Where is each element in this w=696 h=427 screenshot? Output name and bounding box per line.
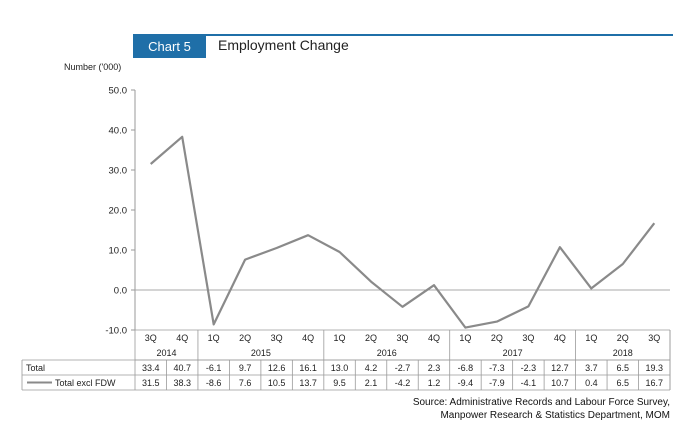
table-cell-value: 2.1 bbox=[365, 378, 378, 388]
table-cell-value: 40.7 bbox=[173, 363, 191, 373]
table-cell-value: 19.3 bbox=[645, 363, 663, 373]
y-axis-label: Number ('000) bbox=[64, 62, 122, 72]
quarter-label: 4Q bbox=[428, 333, 440, 343]
quarter-label: 2Q bbox=[365, 333, 377, 343]
table-cell-value: 33.4 bbox=[142, 363, 160, 373]
table-cell-value: -7.3 bbox=[489, 363, 505, 373]
table-cell-value: 12.6 bbox=[268, 363, 286, 373]
quarter-label: 3Q bbox=[396, 333, 408, 343]
quarter-label: 4Q bbox=[554, 333, 566, 343]
quarter-label: 4Q bbox=[302, 333, 314, 343]
table-cell-value: -4.1 bbox=[521, 378, 537, 388]
quarter-label: 3Q bbox=[648, 333, 660, 343]
year-label: 2016 bbox=[377, 348, 397, 358]
table-cell-value: -8.6 bbox=[206, 378, 222, 388]
quarter-label: 3Q bbox=[145, 333, 157, 343]
y-tick-label: 0.0 bbox=[114, 286, 127, 297]
table-cell-value: 0.4 bbox=[585, 378, 598, 388]
y-tick-label: -10.0 bbox=[105, 326, 127, 337]
y-tick-label: 10.0 bbox=[109, 246, 128, 257]
year-label: 2015 bbox=[251, 348, 271, 358]
table-cell-value: -4.2 bbox=[395, 378, 411, 388]
quarter-label: 1Q bbox=[208, 333, 220, 343]
quarter-label: 3Q bbox=[522, 333, 534, 343]
table-cell-value: -6.8 bbox=[458, 363, 474, 373]
year-label: 2018 bbox=[613, 348, 633, 358]
quarter-label: 2Q bbox=[491, 333, 503, 343]
table-cell-value: 16.1 bbox=[299, 363, 317, 373]
series-line-total-excl-fdw bbox=[149, 135, 656, 329]
table-cell-value: 6.5 bbox=[617, 378, 630, 388]
table-cell-value: -2.7 bbox=[395, 363, 411, 373]
table-cell-value: -9.4 bbox=[458, 378, 474, 388]
table-cell-value: 10.7 bbox=[551, 378, 569, 388]
axes bbox=[134, 90, 670, 330]
table-cell-value: 13.7 bbox=[299, 378, 317, 388]
series-line-layer bbox=[149, 135, 656, 329]
chart-number-badge: Chart 5 bbox=[133, 34, 206, 58]
table-cell-value: 9.7 bbox=[239, 363, 252, 373]
table-cell-value: 10.5 bbox=[268, 378, 286, 388]
quarter-label: 1Q bbox=[459, 333, 471, 343]
row-label-total-excl-fdw: Total excl FDW bbox=[55, 378, 116, 388]
source-line-2: Manpower Research & Statistics Departmen… bbox=[440, 410, 670, 421]
source-note: Source: Administrative Records and Labou… bbox=[413, 396, 670, 422]
quarter-label: 4Q bbox=[176, 333, 188, 343]
table-cell-value: 13.0 bbox=[331, 363, 349, 373]
table-cell-value: -2.3 bbox=[521, 363, 537, 373]
year-label: 2014 bbox=[156, 348, 176, 358]
header-rule bbox=[133, 34, 673, 36]
y-tick-label: 30.0 bbox=[109, 166, 128, 177]
row-label-total: Total bbox=[26, 363, 45, 373]
table-cell-value: 6.5 bbox=[617, 363, 630, 373]
table-cell-value: -7.9 bbox=[489, 378, 505, 388]
quarter-label: 3Q bbox=[271, 333, 283, 343]
y-tick-label: 20.0 bbox=[109, 206, 128, 217]
table-cell-value: 12.7 bbox=[551, 363, 569, 373]
quarter-label: 1Q bbox=[585, 333, 597, 343]
y-ticks: 50.0 40.0 30.0 20.0 10.0 0.0 -10.0 bbox=[105, 86, 135, 337]
quarter-label: 2Q bbox=[239, 333, 251, 343]
table-cell-value: 38.3 bbox=[173, 378, 191, 388]
y-tick-label: 50.0 bbox=[109, 86, 128, 97]
y-tick-label: 40.0 bbox=[109, 126, 128, 137]
table-cell-value: -6.1 bbox=[206, 363, 222, 373]
data-table: 3Q 4Q 1Q 2Q 3Q 4Q 1Q 2Q 3Q 4Q 1Q 2Q 3Q 4Q 1Q 2Q 3Q 2014 20… bbox=[21, 329, 671, 391]
quarter-label: 1Q bbox=[334, 333, 346, 343]
year-label: 2017 bbox=[503, 348, 523, 358]
table-cell-value: 2.3 bbox=[428, 363, 441, 373]
table-cell-value: 9.5 bbox=[333, 378, 346, 388]
table-cell-value: 31.5 bbox=[142, 378, 160, 388]
table-cell-value: 1.2 bbox=[428, 378, 441, 388]
table-cell-value: 3.7 bbox=[585, 363, 598, 373]
table-cell-value: 16.7 bbox=[645, 378, 663, 388]
table-cell-value: 4.2 bbox=[365, 363, 378, 373]
source-line-1: Source: Administrative Records and Labou… bbox=[412, 397, 670, 408]
chart-title: Employment Change bbox=[218, 37, 349, 53]
table-cell-value: 7.6 bbox=[239, 378, 252, 388]
quarter-label: 2Q bbox=[617, 333, 629, 343]
